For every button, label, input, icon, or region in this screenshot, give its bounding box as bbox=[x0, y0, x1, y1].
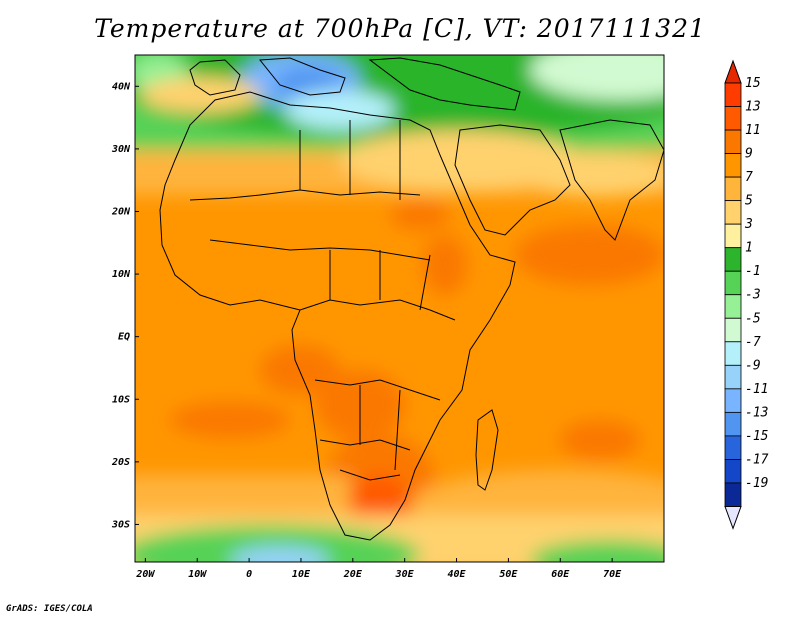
legend-swatch bbox=[724, 223, 742, 249]
legend-label: -15 bbox=[745, 429, 769, 444]
legend-label: -3 bbox=[745, 288, 761, 303]
legend-swatch bbox=[724, 247, 742, 272]
longitude-labels: 20W 10W 0 10E 20E 30E 40E 50E 60E 70E bbox=[135, 558, 622, 580]
legend-swatch bbox=[724, 129, 742, 154]
legend-label: -7 bbox=[745, 335, 761, 350]
temperature-field bbox=[135, 55, 664, 562]
legend-label: 11 bbox=[745, 123, 761, 138]
lat-label: EQ bbox=[118, 332, 130, 343]
coastlines bbox=[159, 57, 664, 541]
lat-label: 30N bbox=[111, 144, 131, 155]
legend-swatch bbox=[724, 270, 742, 296]
credit-label: GrADS: IGES/COLA bbox=[6, 604, 93, 614]
legend-swatch bbox=[724, 106, 742, 131]
lon-label: 30E bbox=[395, 569, 415, 580]
legend-swatch bbox=[724, 364, 742, 390]
legend-swatch bbox=[724, 200, 742, 225]
legend-label: 9 bbox=[745, 147, 753, 162]
lon-label: 0 bbox=[246, 569, 252, 580]
lat-label: 20N bbox=[111, 206, 131, 217]
legend-label: -1 bbox=[745, 264, 761, 279]
lon-label: 50E bbox=[499, 569, 518, 580]
legend-swatch bbox=[724, 294, 742, 319]
legend-label: 13 bbox=[745, 100, 761, 115]
lat-label: 10N bbox=[112, 269, 131, 280]
legend-bottom-arrow bbox=[724, 505, 742, 530]
legend-label: 3 bbox=[744, 217, 753, 232]
lon-label: 40E bbox=[448, 569, 467, 580]
lon-label: 60E bbox=[551, 569, 570, 580]
lon-label: 10W bbox=[188, 569, 207, 580]
chart-title: Temperature at 700hPa [C], VT: 201711132… bbox=[94, 14, 706, 43]
lon-label: 20W bbox=[135, 569, 155, 580]
legend-label: -13 bbox=[745, 405, 768, 420]
legend-swatch bbox=[724, 317, 742, 343]
lat-label: 20S bbox=[111, 457, 130, 468]
legend-swatch bbox=[724, 482, 742, 507]
legend-label: 7 bbox=[745, 170, 753, 185]
lat-label: 10S bbox=[112, 394, 130, 405]
legend-swatch bbox=[724, 411, 742, 437]
legend-label: -17 bbox=[745, 452, 769, 467]
latitude-labels: 40N 30N 20N 10N EQ 10S 20S 30S bbox=[111, 81, 139, 530]
legend-swatch bbox=[724, 459, 742, 484]
lat-label: 30S bbox=[111, 519, 130, 530]
legend-label: 5 bbox=[745, 194, 753, 209]
legend-top-arrow bbox=[724, 59, 742, 84]
legend-swatch bbox=[724, 388, 742, 413]
legend-label: -9 bbox=[745, 358, 761, 373]
legend-label: 1 bbox=[745, 241, 753, 256]
legend-swatch bbox=[724, 341, 742, 366]
color-legend: 15 13 11 9 7 5 3 1 -1 -3 -5 -7 -9 -11 -13 -15 -17 -19 bbox=[724, 59, 769, 530]
lon-label: 20E bbox=[343, 569, 363, 580]
legend-label: -11 bbox=[745, 382, 768, 397]
lat-label: 40N bbox=[112, 81, 131, 92]
legend-swatch bbox=[724, 176, 742, 202]
lon-label: 10E bbox=[292, 569, 311, 580]
legend-swatch bbox=[724, 82, 742, 107]
legend-label: -5 bbox=[745, 311, 761, 326]
lon-label: 70E bbox=[603, 569, 622, 580]
legend-swatch bbox=[724, 435, 742, 460]
map-frame bbox=[134, 54, 665, 563]
legend-swatch bbox=[724, 153, 742, 178]
legend-label: -19 bbox=[745, 476, 768, 491]
legend-label: 15 bbox=[745, 76, 761, 91]
